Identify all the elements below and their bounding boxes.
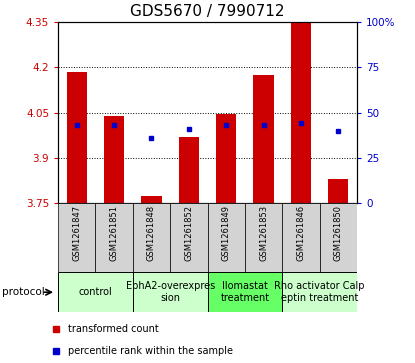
Bar: [104, 115, 124, 203]
Text: GSM1261853: GSM1261853: [259, 205, 268, 261]
Bar: [66, 72, 87, 203]
Text: GSM1261851: GSM1261851: [110, 205, 119, 261]
Bar: [208, 272, 282, 312]
Bar: [178, 137, 199, 203]
Bar: [290, 22, 311, 203]
Bar: [95, 203, 133, 272]
Bar: [245, 203, 282, 272]
Bar: [328, 179, 349, 203]
Text: control: control: [78, 287, 112, 297]
Bar: [141, 196, 162, 203]
Bar: [216, 114, 237, 203]
Text: Rho activator Calp
eptin treatment: Rho activator Calp eptin treatment: [274, 281, 365, 303]
Text: GSM1261850: GSM1261850: [334, 205, 343, 261]
Text: transformed count: transformed count: [68, 324, 159, 334]
Text: GSM1261849: GSM1261849: [222, 205, 231, 261]
Bar: [58, 203, 95, 272]
Bar: [133, 272, 208, 312]
Bar: [133, 203, 170, 272]
Text: EphA2-overexpres
sion: EphA2-overexpres sion: [125, 281, 215, 303]
Text: Ilomastat
treatment: Ilomastat treatment: [220, 281, 269, 303]
Title: GDS5670 / 7990712: GDS5670 / 7990712: [130, 4, 285, 19]
Text: protocol: protocol: [2, 287, 45, 297]
Bar: [282, 203, 320, 272]
Bar: [320, 203, 357, 272]
Text: percentile rank within the sample: percentile rank within the sample: [68, 346, 233, 356]
Text: GSM1261852: GSM1261852: [184, 205, 193, 261]
Bar: [58, 272, 133, 312]
Text: GSM1261848: GSM1261848: [147, 205, 156, 261]
Bar: [253, 75, 274, 203]
Bar: [208, 203, 245, 272]
Text: GSM1261847: GSM1261847: [72, 205, 81, 261]
Bar: [170, 203, 208, 272]
Bar: [282, 272, 357, 312]
Text: GSM1261846: GSM1261846: [296, 205, 305, 261]
